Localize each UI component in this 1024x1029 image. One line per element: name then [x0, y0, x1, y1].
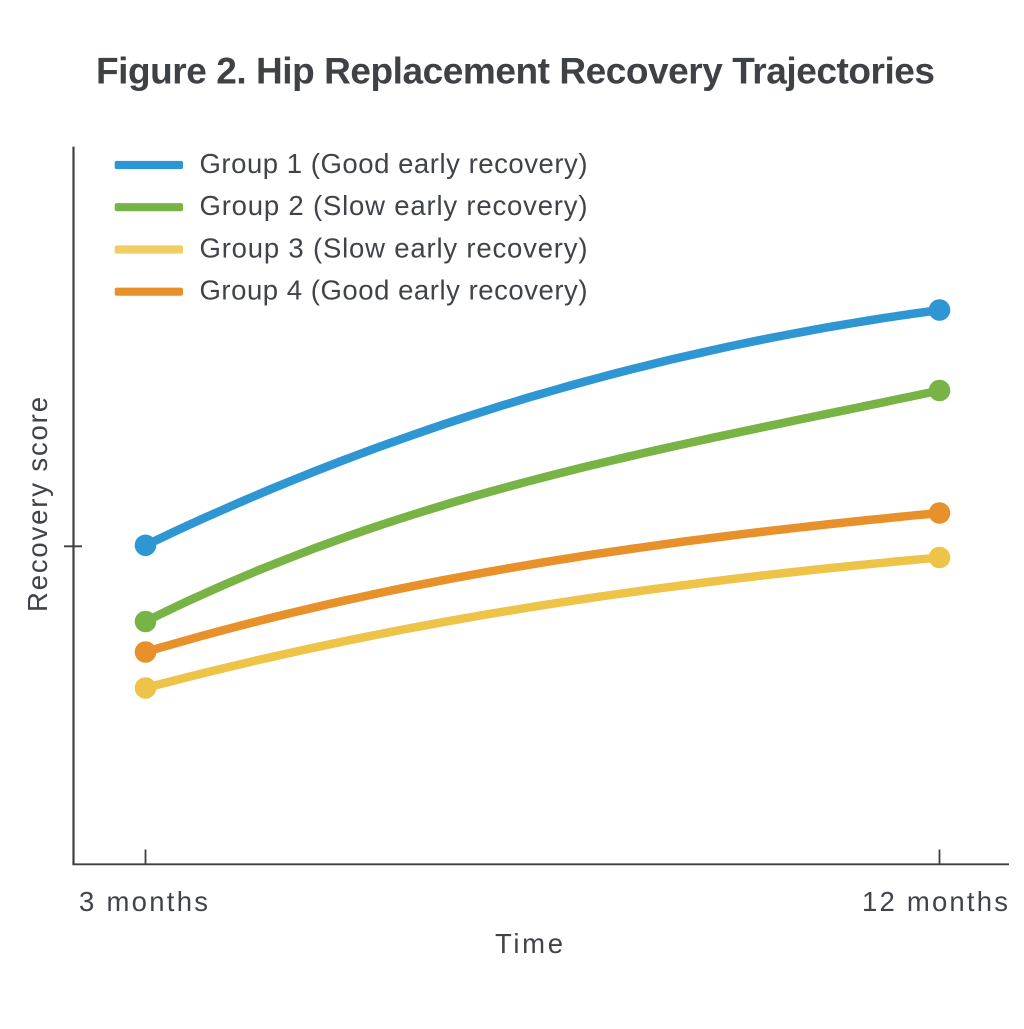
- svg-text:Figure 2. Hip Replacement Reco: Figure 2. Hip Replacement Recovery Traje…: [96, 50, 935, 91]
- svg-text:Recovery score: Recovery score: [22, 397, 53, 612]
- svg-text:Group 2 (Slow early recovery): Group 2 (Slow early recovery): [200, 190, 588, 221]
- svg-text:Group 3 (Slow early recovery): Group 3 (Slow early recovery): [200, 232, 588, 263]
- svg-text:Group 4 (Good early recovery): Group 4 (Good early recovery): [200, 275, 588, 306]
- svg-text:3 months: 3 months: [79, 886, 208, 917]
- svg-text:12 months: 12 months: [862, 886, 1008, 917]
- svg-text:Time: Time: [495, 928, 563, 959]
- svg-text:Group 1 (Good early recovery): Group 1 (Good early recovery): [200, 148, 588, 179]
